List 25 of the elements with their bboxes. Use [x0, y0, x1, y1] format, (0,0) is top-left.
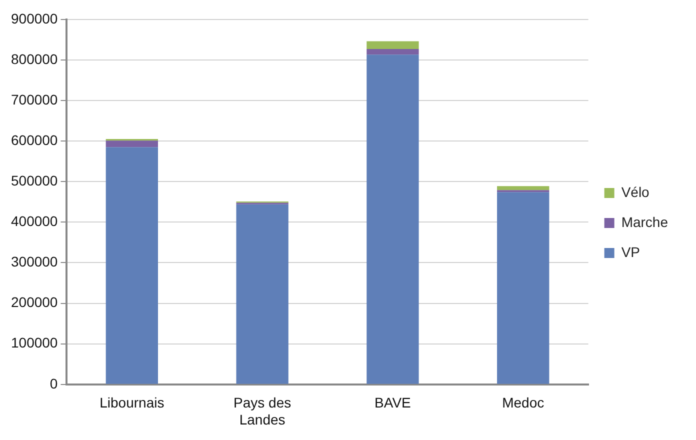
- bar: [497, 186, 550, 190]
- bar: [106, 140, 158, 148]
- legend-label: VP: [621, 244, 640, 260]
- y-tick-label: 800000: [11, 50, 58, 67]
- y-tick-label: 600000: [11, 132, 58, 148]
- y-tick-label: 300000: [11, 254, 58, 270]
- legend-label: Marche: [621, 214, 668, 230]
- legend-label: Vélo: [621, 184, 650, 200]
- x-tick-label: Medoc: [502, 394, 544, 411]
- bar: [236, 204, 288, 384]
- y-tick-label: 100000: [11, 334, 58, 351]
- y-tick-label: 500000: [11, 172, 58, 188]
- bar: [366, 49, 419, 55]
- x-tick-label: Libournais: [100, 394, 164, 411]
- bar: [366, 54, 419, 384]
- bar: [366, 41, 419, 50]
- y-tick-label: 0: [50, 375, 58, 392]
- bar: [497, 192, 550, 384]
- y-tick-label: 400000: [11, 213, 58, 230]
- x-tick-label: Pays des Landes: [234, 394, 292, 428]
- y-tick-label: 200000: [11, 294, 58, 310]
- bar: [106, 147, 158, 384]
- y-tick-label: 700000: [11, 91, 58, 108]
- y-tick-label: 900000: [11, 10, 58, 26]
- x-tick-label: BAVE: [374, 394, 411, 411]
